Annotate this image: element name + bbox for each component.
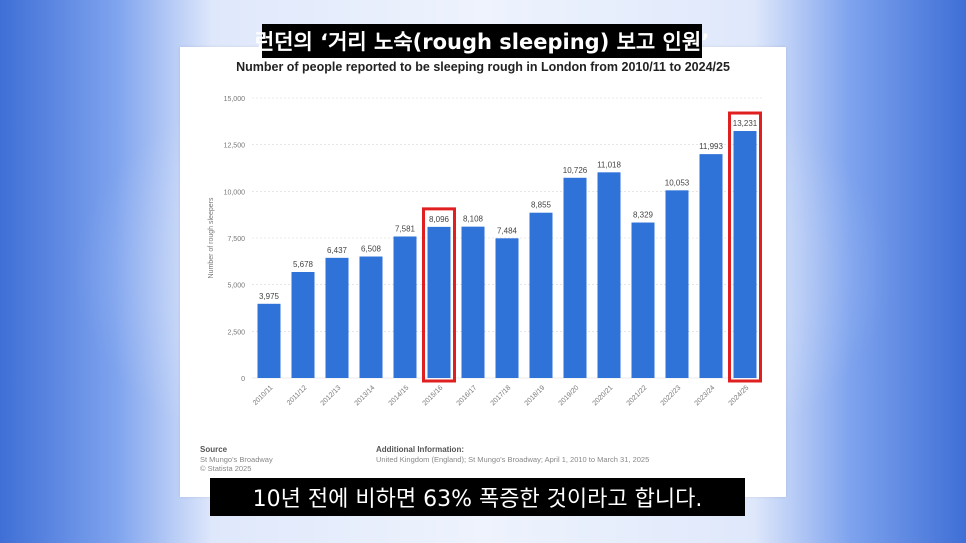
x-tick-label: 2019/20: [558, 384, 581, 407]
source-line: St Mungo's Broadway: [200, 454, 273, 464]
data-label: 6,437: [327, 246, 348, 255]
bar: [359, 256, 383, 378]
bar: [495, 238, 519, 378]
y-tick-label: 12,500: [224, 143, 246, 150]
data-label: 8,108: [463, 215, 484, 224]
data-label: 8,855: [531, 201, 552, 210]
bar: [597, 172, 621, 378]
data-label: 8,096: [429, 215, 450, 224]
source-heading: Source: [200, 445, 228, 454]
x-tick-label: 2015/16: [422, 384, 445, 407]
bar: [699, 154, 723, 378]
data-label: 10,053: [665, 178, 690, 187]
bar: [563, 177, 587, 378]
x-tick-label: 2012/13: [320, 384, 343, 407]
bar: [665, 190, 689, 378]
x-tick-label: 2017/18: [490, 384, 513, 407]
bar: [291, 272, 315, 378]
chart-card: Number of people reported to be sleeping…: [180, 47, 786, 497]
x-tick-label: 2021/22: [626, 384, 649, 407]
y-axis-label: Number of rough sleepers: [208, 197, 215, 278]
highlight-box: [728, 111, 762, 383]
data-label: 6,508: [361, 245, 382, 254]
bar-chart: 0 2,500 5,000 7,500 10,000 12,500 15,000 Number…: [208, 96, 762, 407]
info-line: United Kingdom (England); St Mungo's Bro…: [376, 454, 650, 464]
data-label: 13,231: [733, 119, 758, 128]
bar: [529, 212, 553, 378]
x-tick-label: 2020/21: [592, 384, 615, 407]
x-tick-label: 2018/19: [524, 384, 547, 407]
x-tick-label: 2014/15: [388, 384, 411, 407]
top-caption: 런던의 ‘거리 노숙(rough sleeping) 보고 인원’: [255, 24, 709, 58]
y-tick-label: 7,500: [227, 236, 245, 243]
data-label: 8,329: [633, 211, 654, 220]
x-tick-label: 2024/25: [728, 384, 751, 407]
chart-title: Number of people reported to be sleeping…: [236, 60, 730, 74]
x-tick-label: 2013/14: [354, 384, 377, 407]
x-tick-label: 2010/11: [252, 384, 275, 407]
data-label: 3,975: [259, 292, 280, 301]
data-label: 11,018: [597, 160, 621, 169]
x-tick-label: 2022/23: [660, 384, 683, 407]
data-label: 7,581: [395, 224, 416, 233]
data-label: 11,993: [699, 142, 723, 151]
data-label: 5,678: [293, 260, 314, 269]
x-tick-label: 2011/12: [286, 384, 309, 407]
bar: [427, 226, 451, 378]
y-tick-label: 10,000: [224, 189, 246, 196]
bar: [461, 226, 485, 378]
y-tick-label: 0: [241, 376, 245, 383]
x-tick-label: 2016/17: [456, 384, 479, 407]
info-block: Additional Information: United Kingdom (…: [376, 445, 649, 464]
y-tick-label: 15,000: [224, 96, 246, 103]
x-tick-label: 2023/24: [694, 384, 717, 407]
y-tick-label: 2,500: [227, 329, 245, 336]
data-label: 7,484: [497, 226, 518, 235]
bar: [733, 131, 757, 378]
subtitle-caption: 10년 전에 비하면 63% 폭증한 것이라고 합니다.: [210, 478, 745, 516]
bar: [257, 303, 281, 378]
bar: [631, 222, 655, 378]
copyright-line: © Statista 2025: [200, 464, 252, 473]
bar: [325, 257, 349, 378]
data-label: 10,726: [563, 166, 588, 175]
y-tick-label: 5,000: [227, 283, 245, 290]
bar: [393, 236, 417, 378]
source-block: Source St Mungo's Broadway © Statista 20…: [200, 445, 273, 474]
highlight-box: [422, 207, 456, 383]
info-heading: Additional Information:: [376, 445, 464, 454]
